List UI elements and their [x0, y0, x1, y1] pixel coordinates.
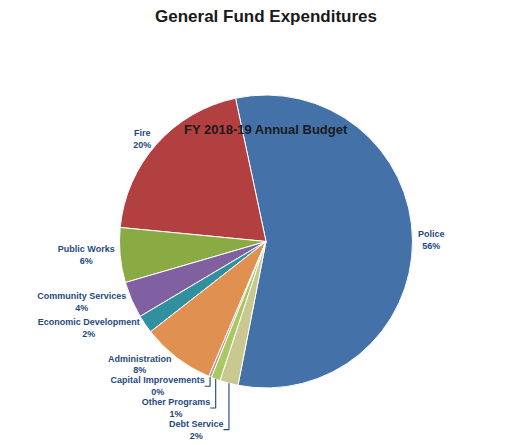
svg-text:Administration8%: Administration8%: [108, 354, 172, 376]
svg-text:General Fund Expenditures: General Fund Expenditures: [155, 7, 377, 26]
svg-text:Economic Development2%: Economic Development2%: [38, 317, 140, 339]
svg-text:Debt Service2%: Debt Service2%: [169, 419, 224, 441]
svg-text:Community Services4%: Community Services4%: [37, 291, 126, 313]
svg-text:Capital Improvements0%: Capital Improvements0%: [111, 375, 205, 397]
svg-text:Other Programs1%: Other Programs1%: [142, 397, 211, 419]
svg-text:Fire20%: Fire20%: [133, 128, 151, 150]
svg-text:Police56%: Police56%: [418, 229, 445, 251]
svg-text:Public Works6%: Public Works6%: [58, 244, 115, 266]
svg-text:FY 2018-19 Annual Budget: FY 2018-19 Annual Budget: [184, 122, 348, 137]
